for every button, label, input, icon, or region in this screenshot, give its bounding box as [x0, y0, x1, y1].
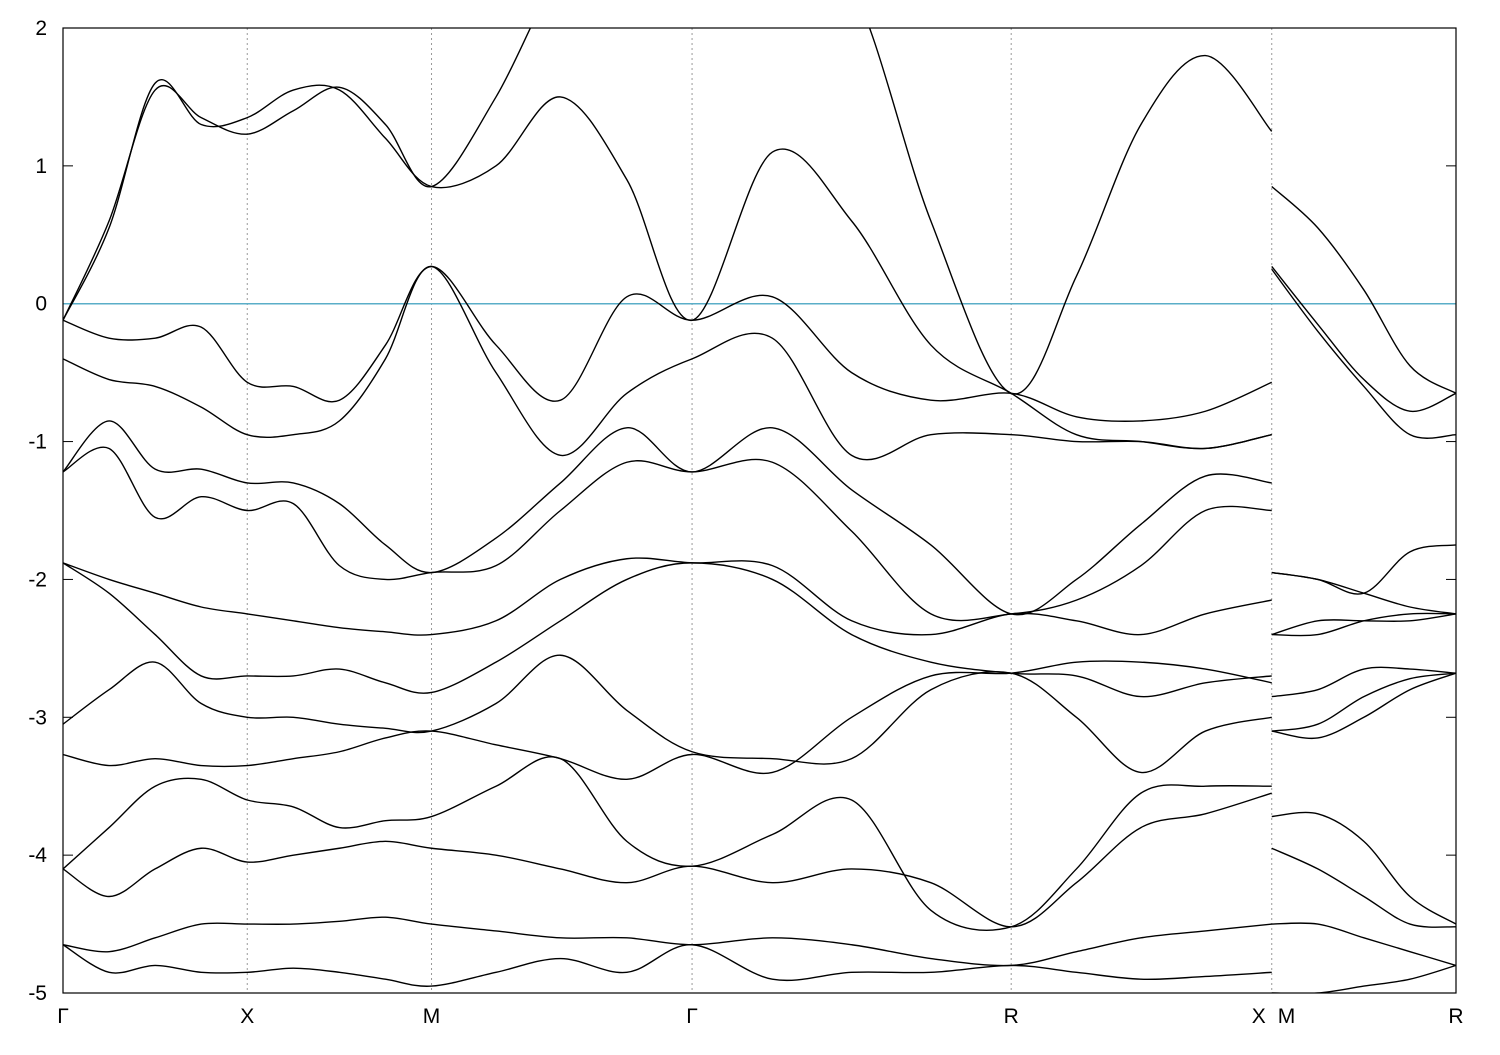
band-line [63, 562, 1456, 732]
y-tick-label: -1 [28, 431, 47, 454]
x-tick-label: R [1004, 1005, 1019, 1028]
x-tick-label: Γ [686, 1005, 698, 1028]
x-tick-label: M [423, 1005, 441, 1028]
x-tick-label: Γ [57, 1005, 69, 1028]
plot-frame [62, 27, 1457, 994]
band-line [63, 79, 1456, 450]
band-line [63, 613, 1456, 781]
y-tick-label: -5 [28, 982, 47, 1005]
x-tick-label: X [240, 1005, 254, 1028]
x-tick-label: M [1278, 1005, 1296, 1028]
band-line [63, 792, 1456, 928]
y-tick-label: -4 [28, 844, 47, 867]
x-tick-label: R [1448, 1005, 1463, 1028]
band-line [63, 446, 1456, 622]
band-line [63, 916, 1456, 967]
band-line [63, 654, 1456, 774]
band-line [63, 557, 1456, 698]
y-tick-label: -2 [28, 568, 47, 591]
band-line [63, 265, 1456, 422]
y-tick-label: 0 [35, 293, 47, 316]
band-line [63, 756, 1456, 931]
y-tick-label: 1 [35, 155, 47, 178]
y-tick-label: -3 [28, 706, 47, 729]
y-tick-label: 2 [35, 17, 47, 40]
band-line [63, 944, 1456, 993]
x-tick-label: X [1252, 1005, 1266, 1028]
band-line [63, 28, 1456, 395]
